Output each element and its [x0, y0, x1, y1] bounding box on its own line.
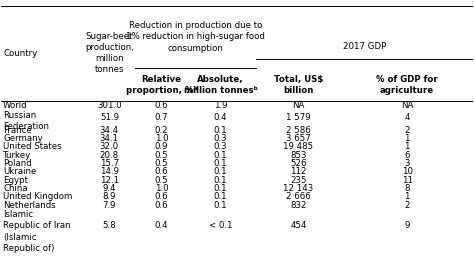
Text: 5.8: 5.8 — [102, 221, 116, 230]
Text: 1.9: 1.9 — [214, 101, 227, 110]
Text: 0.6: 0.6 — [155, 200, 168, 210]
Text: 34.4: 34.4 — [100, 126, 119, 135]
Text: 0.5: 0.5 — [155, 150, 168, 160]
Text: 0.2: 0.2 — [155, 126, 168, 135]
Text: 1: 1 — [404, 142, 410, 151]
Text: 4: 4 — [404, 113, 410, 122]
Text: Netherlands: Netherlands — [3, 200, 56, 210]
Text: 1.0: 1.0 — [155, 184, 168, 193]
Text: Turkey: Turkey — [3, 150, 31, 160]
Text: Sugar-beet
production,
million
tonnes: Sugar-beet production, million tonnes — [85, 32, 134, 74]
Text: 9: 9 — [404, 221, 410, 230]
Text: 0.5: 0.5 — [155, 176, 168, 185]
Text: 0.6: 0.6 — [155, 167, 168, 176]
Text: Total, US$
billion: Total, US$ billion — [274, 75, 323, 95]
Text: Islamic
Republic of Iran
(Islamic
Republic of): Islamic Republic of Iran (Islamic Republ… — [3, 210, 71, 253]
Text: United States: United States — [3, 142, 62, 151]
Text: 0.1: 0.1 — [214, 159, 227, 168]
Text: 3: 3 — [404, 159, 410, 168]
Text: 34.1: 34.1 — [100, 134, 119, 143]
Text: 0.1: 0.1 — [214, 200, 227, 210]
Text: 2: 2 — [404, 126, 410, 135]
Text: 0.1: 0.1 — [214, 176, 227, 185]
Text: 0.1: 0.1 — [214, 150, 227, 160]
Text: 9.4: 9.4 — [103, 184, 116, 193]
Text: 0.4: 0.4 — [214, 113, 227, 122]
Text: 301.0: 301.0 — [97, 101, 122, 110]
Text: 0.1: 0.1 — [214, 167, 227, 176]
Text: Relative
proportion, %ᵃ: Relative proportion, %ᵃ — [126, 75, 197, 95]
Text: France: France — [3, 126, 32, 135]
Text: Absolute,
million tonnesᵇ: Absolute, million tonnesᵇ — [183, 75, 257, 95]
Text: 1: 1 — [404, 134, 410, 143]
Text: Germany: Germany — [3, 134, 43, 143]
Text: 12.1: 12.1 — [100, 176, 119, 185]
Text: United Kingdom: United Kingdom — [3, 192, 73, 201]
Text: 0.3: 0.3 — [214, 134, 227, 143]
Text: 12 143: 12 143 — [283, 184, 314, 193]
Text: 112: 112 — [290, 167, 307, 176]
Text: < 0.1: < 0.1 — [209, 221, 232, 230]
Text: 235: 235 — [290, 176, 307, 185]
Text: China: China — [3, 184, 27, 193]
Text: 2017 GDP: 2017 GDP — [343, 41, 386, 51]
Text: 853: 853 — [290, 150, 307, 160]
Text: NA: NA — [292, 101, 305, 110]
Text: Country: Country — [3, 49, 37, 58]
Text: 11: 11 — [401, 176, 413, 185]
Text: 2 586: 2 586 — [286, 126, 311, 135]
Text: 7.9: 7.9 — [103, 200, 116, 210]
Text: 0.6: 0.6 — [155, 101, 168, 110]
Text: 526: 526 — [290, 159, 307, 168]
Text: 19 485: 19 485 — [283, 142, 313, 151]
Text: 8.9: 8.9 — [103, 192, 116, 201]
Text: 2 666: 2 666 — [286, 192, 311, 201]
Text: Ukraine: Ukraine — [3, 167, 36, 176]
Text: 454: 454 — [290, 221, 307, 230]
Text: 0.7: 0.7 — [155, 113, 168, 122]
Text: 832: 832 — [290, 200, 307, 210]
Text: 1: 1 — [404, 192, 410, 201]
Text: NA: NA — [401, 101, 413, 110]
Text: 0.3: 0.3 — [214, 142, 227, 151]
Text: 2: 2 — [404, 200, 410, 210]
Text: 0.1: 0.1 — [214, 192, 227, 201]
Text: 0.9: 0.9 — [155, 142, 168, 151]
Text: % of GDP for
agriculture: % of GDP for agriculture — [376, 75, 438, 95]
Text: 0.1: 0.1 — [214, 126, 227, 135]
Text: 15.7: 15.7 — [100, 159, 119, 168]
Text: Poland: Poland — [3, 159, 32, 168]
Text: 20.8: 20.8 — [100, 150, 119, 160]
Text: 14.9: 14.9 — [100, 167, 119, 176]
Text: 1.0: 1.0 — [155, 134, 168, 143]
Text: 51.9: 51.9 — [100, 113, 119, 122]
Text: Egypt: Egypt — [3, 176, 28, 185]
Text: 10: 10 — [401, 167, 413, 176]
Text: 3 657: 3 657 — [286, 134, 311, 143]
Text: 0.6: 0.6 — [155, 192, 168, 201]
Text: Russian
Federation: Russian Federation — [3, 111, 49, 131]
Text: 32.0: 32.0 — [100, 142, 119, 151]
Text: 0.5: 0.5 — [155, 159, 168, 168]
Text: World: World — [3, 101, 27, 110]
Text: Reduction in production due to
1% reduction in high-sugar food
consumption: Reduction in production due to 1% reduct… — [126, 21, 265, 53]
Text: 8: 8 — [404, 184, 410, 193]
Text: 0.4: 0.4 — [155, 221, 168, 230]
Text: 6: 6 — [404, 150, 410, 160]
Text: 1 579: 1 579 — [286, 113, 311, 122]
Text: 0.1: 0.1 — [214, 184, 227, 193]
